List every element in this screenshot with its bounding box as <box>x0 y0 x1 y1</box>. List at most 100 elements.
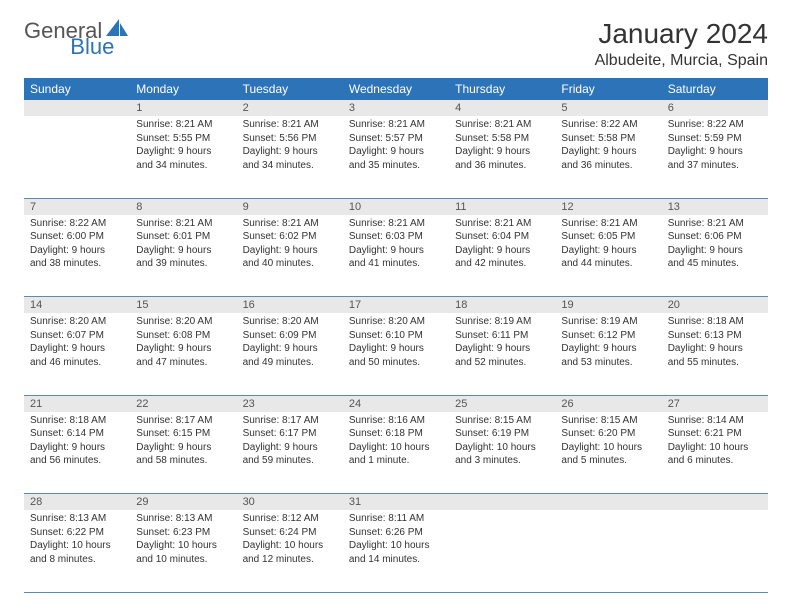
day-content-cell: Sunrise: 8:19 AMSunset: 6:11 PMDaylight:… <box>449 313 555 395</box>
day-content-row: Sunrise: 8:22 AMSunset: 6:00 PMDaylight:… <box>24 215 768 297</box>
day-content-cell: Sunrise: 8:11 AMSunset: 6:26 PMDaylight:… <box>343 510 449 592</box>
day-details: Sunrise: 8:18 AMSunset: 6:14 PMDaylight:… <box>24 412 130 474</box>
day-number-cell: 5 <box>555 100 661 116</box>
day-number-cell: 25 <box>449 395 555 412</box>
day-content-cell: Sunrise: 8:21 AMSunset: 6:06 PMDaylight:… <box>662 215 768 297</box>
day-number-cell: 16 <box>237 297 343 314</box>
day-content-cell: Sunrise: 8:14 AMSunset: 6:21 PMDaylight:… <box>662 412 768 494</box>
day-details: Sunrise: 8:15 AMSunset: 6:20 PMDaylight:… <box>555 412 661 474</box>
day-content-cell: Sunrise: 8:20 AMSunset: 6:07 PMDaylight:… <box>24 313 130 395</box>
day-content-cell: Sunrise: 8:21 AMSunset: 6:01 PMDaylight:… <box>130 215 236 297</box>
day-details: Sunrise: 8:11 AMSunset: 6:26 PMDaylight:… <box>343 510 449 572</box>
day-number-cell: 31 <box>343 494 449 511</box>
day-details: Sunrise: 8:14 AMSunset: 6:21 PMDaylight:… <box>662 412 768 474</box>
day-content-cell: Sunrise: 8:22 AMSunset: 5:58 PMDaylight:… <box>555 116 661 198</box>
day-number-row: 28293031 <box>24 494 768 511</box>
day-details: Sunrise: 8:18 AMSunset: 6:13 PMDaylight:… <box>662 313 768 375</box>
day-number-row: 123456 <box>24 100 768 116</box>
logo-text-blue: Blue <box>70 34 114 60</box>
day-content-cell: Sunrise: 8:19 AMSunset: 6:12 PMDaylight:… <box>555 313 661 395</box>
day-number-cell: 4 <box>449 100 555 116</box>
day-content-cell: Sunrise: 8:18 AMSunset: 6:14 PMDaylight:… <box>24 412 130 494</box>
day-number-cell: 23 <box>237 395 343 412</box>
day-content-cell: Sunrise: 8:21 AMSunset: 6:05 PMDaylight:… <box>555 215 661 297</box>
day-content-cell: Sunrise: 8:21 AMSunset: 5:58 PMDaylight:… <box>449 116 555 198</box>
day-number-cell: 20 <box>662 297 768 314</box>
day-number-cell <box>24 100 130 116</box>
day-content-cell: Sunrise: 8:16 AMSunset: 6:18 PMDaylight:… <box>343 412 449 494</box>
day-content-row: Sunrise: 8:21 AMSunset: 5:55 PMDaylight:… <box>24 116 768 198</box>
day-content-cell <box>24 116 130 198</box>
day-number-row: 14151617181920 <box>24 297 768 314</box>
day-number-cell: 1 <box>130 100 236 116</box>
day-content-cell: Sunrise: 8:20 AMSunset: 6:08 PMDaylight:… <box>130 313 236 395</box>
day-content-row: Sunrise: 8:18 AMSunset: 6:14 PMDaylight:… <box>24 412 768 494</box>
page-title: January 2024 <box>595 18 768 50</box>
day-number-cell: 30 <box>237 494 343 511</box>
day-content-cell: Sunrise: 8:22 AMSunset: 5:59 PMDaylight:… <box>662 116 768 198</box>
day-content-cell <box>662 510 768 592</box>
day-number-cell: 26 <box>555 395 661 412</box>
day-number-cell <box>555 494 661 511</box>
day-number-cell: 7 <box>24 198 130 215</box>
day-number-cell: 17 <box>343 297 449 314</box>
day-details: Sunrise: 8:19 AMSunset: 6:12 PMDaylight:… <box>555 313 661 375</box>
day-content-cell: Sunrise: 8:21 AMSunset: 6:02 PMDaylight:… <box>237 215 343 297</box>
day-details: Sunrise: 8:21 AMSunset: 6:01 PMDaylight:… <box>130 215 236 277</box>
day-details: Sunrise: 8:16 AMSunset: 6:18 PMDaylight:… <box>343 412 449 474</box>
day-content-cell: Sunrise: 8:20 AMSunset: 6:10 PMDaylight:… <box>343 313 449 395</box>
day-content-cell: Sunrise: 8:13 AMSunset: 6:22 PMDaylight:… <box>24 510 130 592</box>
day-details: Sunrise: 8:21 AMSunset: 6:05 PMDaylight:… <box>555 215 661 277</box>
day-details: Sunrise: 8:21 AMSunset: 6:06 PMDaylight:… <box>662 215 768 277</box>
day-details: Sunrise: 8:20 AMSunset: 6:10 PMDaylight:… <box>343 313 449 375</box>
day-content-cell: Sunrise: 8:12 AMSunset: 6:24 PMDaylight:… <box>237 510 343 592</box>
day-number-cell: 18 <box>449 297 555 314</box>
day-content-cell: Sunrise: 8:18 AMSunset: 6:13 PMDaylight:… <box>662 313 768 395</box>
day-number-cell: 21 <box>24 395 130 412</box>
day-header: Tuesday <box>237 78 343 100</box>
day-number-cell: 2 <box>237 100 343 116</box>
logo: General Blue <box>24 18 176 44</box>
day-number-cell: 24 <box>343 395 449 412</box>
day-number-cell: 15 <box>130 297 236 314</box>
day-content-cell: Sunrise: 8:21 AMSunset: 6:03 PMDaylight:… <box>343 215 449 297</box>
day-content-cell: Sunrise: 8:21 AMSunset: 5:56 PMDaylight:… <box>237 116 343 198</box>
day-details: Sunrise: 8:17 AMSunset: 6:17 PMDaylight:… <box>237 412 343 474</box>
day-details: Sunrise: 8:21 AMSunset: 5:55 PMDaylight:… <box>130 116 236 178</box>
day-details: Sunrise: 8:22 AMSunset: 5:59 PMDaylight:… <box>662 116 768 178</box>
day-details: Sunrise: 8:21 AMSunset: 5:58 PMDaylight:… <box>449 116 555 178</box>
day-number-cell: 19 <box>555 297 661 314</box>
day-number-row: 21222324252627 <box>24 395 768 412</box>
day-details: Sunrise: 8:22 AMSunset: 6:00 PMDaylight:… <box>24 215 130 277</box>
day-details: Sunrise: 8:13 AMSunset: 6:23 PMDaylight:… <box>130 510 236 572</box>
day-details: Sunrise: 8:22 AMSunset: 5:58 PMDaylight:… <box>555 116 661 178</box>
day-details: Sunrise: 8:21 AMSunset: 6:02 PMDaylight:… <box>237 215 343 277</box>
day-header: Sunday <box>24 78 130 100</box>
day-header: Friday <box>555 78 661 100</box>
day-content-cell: Sunrise: 8:22 AMSunset: 6:00 PMDaylight:… <box>24 215 130 297</box>
day-content-cell: Sunrise: 8:15 AMSunset: 6:20 PMDaylight:… <box>555 412 661 494</box>
day-details: Sunrise: 8:15 AMSunset: 6:19 PMDaylight:… <box>449 412 555 474</box>
day-details: Sunrise: 8:20 AMSunset: 6:09 PMDaylight:… <box>237 313 343 375</box>
day-content-row: Sunrise: 8:20 AMSunset: 6:07 PMDaylight:… <box>24 313 768 395</box>
day-details: Sunrise: 8:21 AMSunset: 6:03 PMDaylight:… <box>343 215 449 277</box>
day-number-cell <box>449 494 555 511</box>
day-number-cell: 29 <box>130 494 236 511</box>
day-number-cell: 22 <box>130 395 236 412</box>
day-number-cell: 8 <box>130 198 236 215</box>
day-number-cell: 14 <box>24 297 130 314</box>
day-details: Sunrise: 8:12 AMSunset: 6:24 PMDaylight:… <box>237 510 343 572</box>
day-header-row: SundayMondayTuesdayWednesdayThursdayFrid… <box>24 78 768 100</box>
day-content-cell: Sunrise: 8:21 AMSunset: 6:04 PMDaylight:… <box>449 215 555 297</box>
day-number-cell: 6 <box>662 100 768 116</box>
day-number-cell: 13 <box>662 198 768 215</box>
day-content-cell: Sunrise: 8:21 AMSunset: 5:55 PMDaylight:… <box>130 116 236 198</box>
day-number-cell: 28 <box>24 494 130 511</box>
day-details: Sunrise: 8:19 AMSunset: 6:11 PMDaylight:… <box>449 313 555 375</box>
day-content-cell: Sunrise: 8:15 AMSunset: 6:19 PMDaylight:… <box>449 412 555 494</box>
day-content-cell <box>449 510 555 592</box>
day-header: Monday <box>130 78 236 100</box>
day-content-cell: Sunrise: 8:13 AMSunset: 6:23 PMDaylight:… <box>130 510 236 592</box>
day-number-cell: 10 <box>343 198 449 215</box>
day-number-cell: 11 <box>449 198 555 215</box>
